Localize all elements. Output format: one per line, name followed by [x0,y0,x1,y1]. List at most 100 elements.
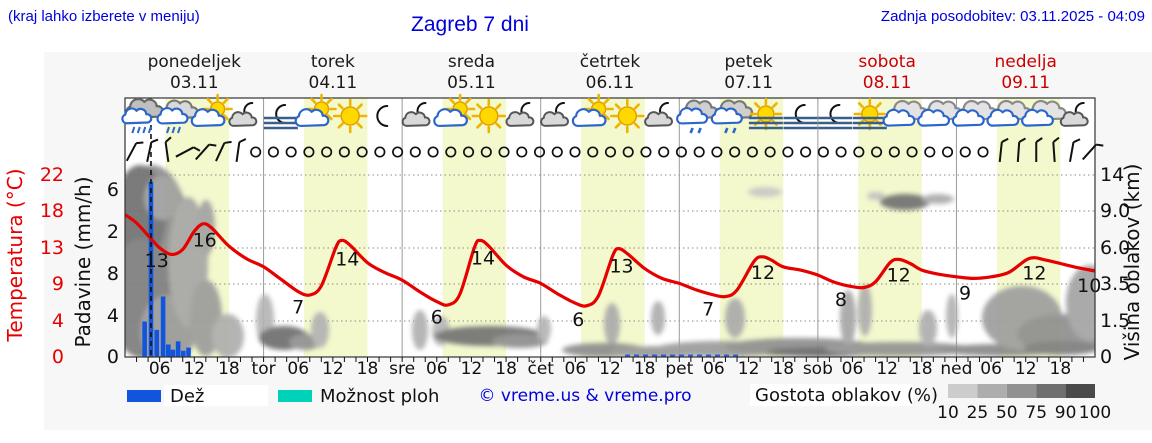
x-day-abbr: čet [527,359,554,379]
weather-icon-fog-sun [748,97,783,131]
wind-calm-icon [924,146,936,158]
wind-calm-icon [817,146,829,158]
weather-icon-sunny [609,98,645,134]
cloudheight-tick-label: 1.5 [1100,310,1130,332]
rain-legend-swatch [127,390,161,402]
weather-icon-fog-moon [818,104,853,130]
wind-barb-icon [195,143,217,161]
wind-calm-icon [675,146,687,158]
wind-calm-icon [533,146,546,158]
x-day-abbr: sre [389,359,415,379]
precip-tick-label: 8 [107,263,119,285]
cloud-blob [919,310,937,346]
cloud-blob [825,342,975,356]
temperature-value-label: 12 [887,264,911,286]
wind-calm-icon [463,146,475,158]
page-title: Zagreb 7 dni [411,13,529,36]
rain-bar [186,347,191,357]
temperature-value-label: 13 [145,250,169,272]
x-hour-label: 06 [287,359,309,379]
weather-icon-moon-cloud [540,102,569,127]
rain-bar [160,296,166,357]
x-hour-label: 18 [1050,359,1072,379]
wind-calm-icon [250,146,262,158]
x-day-abbr: ned [940,359,972,379]
temperature-value-label: 13 [609,255,633,277]
x-hour-label: 06 [842,359,864,379]
credit-link[interactable]: © vreme.us & vreme.pro [478,386,691,406]
wind-calm-icon [640,146,652,158]
x-day-abbr: sob [803,359,833,379]
x-hour-label: 12 [1015,359,1037,379]
rain-legend-bg [164,385,268,406]
wind-barb-icon [125,141,144,162]
weather-icon-rain-heavy [121,97,165,134]
weather-icon-rain [156,99,199,134]
wind-calm-icon [285,146,297,158]
wind-barb-icon [235,138,247,163]
wind-calm-icon [551,146,563,158]
cloud-blob [651,301,665,335]
wind-calm-icon [604,146,617,158]
wind-calm-icon [516,146,528,158]
rain-bar [170,349,176,357]
weather-icon-sunny [332,98,368,134]
cloud-blob [212,314,244,357]
weather-icon-partly-sunny [571,93,615,128]
clouds-scale-box [948,384,978,398]
temperature-value-label: 7 [702,298,714,320]
weather-icon-moon [376,105,389,127]
temperature-value-label: 16 [193,230,217,252]
wind-calm-icon [569,146,581,158]
wind-calm-icon [658,146,670,158]
temp-tick-label: 9 [52,273,64,295]
wind-calm-icon [871,146,883,158]
wind-barb-icon [1016,137,1026,163]
wind-calm-icon [356,146,368,158]
wind-barb-icon [1082,143,1104,161]
wind-calm-icon [764,146,776,158]
wind-calm-icon [977,146,989,158]
daylight-band [303,98,368,357]
weather-icon-moon-cloud [644,102,673,127]
wind-calm-icon [427,146,439,158]
x-hour-label: 18 [357,359,379,379]
wind-calm-icon [498,146,510,158]
wind-calm-icon [711,146,723,158]
wind-calm-icon [693,146,705,158]
x-hour-label: 12 [183,359,205,379]
weather-icon-fog-moon [783,104,818,130]
cloud-blob [946,294,958,338]
last-update-timestamp: Zadnja posodobitev: 03.11.2025 - 04:09 [880,8,1145,25]
cloud-blob [311,312,329,348]
rain-bar [154,329,160,357]
clouds-scale-box [1065,384,1095,398]
cloud-blob [840,290,856,346]
temperature-value-label: 14 [471,247,495,269]
wind-calm-icon [906,146,918,158]
temp-tick-label: 18 [40,200,64,222]
wind-barb-icon [1052,136,1060,163]
clouds-scale-tick: 90 [1055,403,1077,423]
temperature-value-label: 12 [751,262,775,284]
x-hour-label: 06 [426,359,448,379]
cloudheight-tick-label: 14 [1100,164,1124,186]
x-hour-label: 12 [322,359,344,379]
x-hour-label: 18 [218,359,240,379]
wind-calm-icon [853,146,865,158]
cloudheight-tick-label: 0 [1100,346,1112,368]
cloud-blob [748,187,782,197]
temp-tick-label: 13 [40,237,64,259]
daylight-band [442,98,507,357]
precip-axis-title: Padavine (mm/h) [71,176,95,347]
weather-icon-cloudy [1021,99,1067,127]
cloudheight-axis-title: Višina oblakov (km) [1120,164,1144,361]
temperature-value-label: 7 [292,297,304,319]
x-hour-label: 06 [565,359,587,379]
weather-icon-moon-cloud [228,102,258,127]
cloud-density-layer [125,165,1095,357]
cloudheight-tick-label: 9.0 [1100,200,1130,222]
clouds-scale-tick: 25 [967,403,989,423]
wind-calm-icon [835,146,847,158]
